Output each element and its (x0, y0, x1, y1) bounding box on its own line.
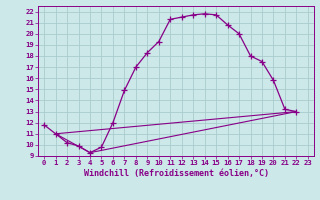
X-axis label: Windchill (Refroidissement éolien,°C): Windchill (Refroidissement éolien,°C) (84, 169, 268, 178)
